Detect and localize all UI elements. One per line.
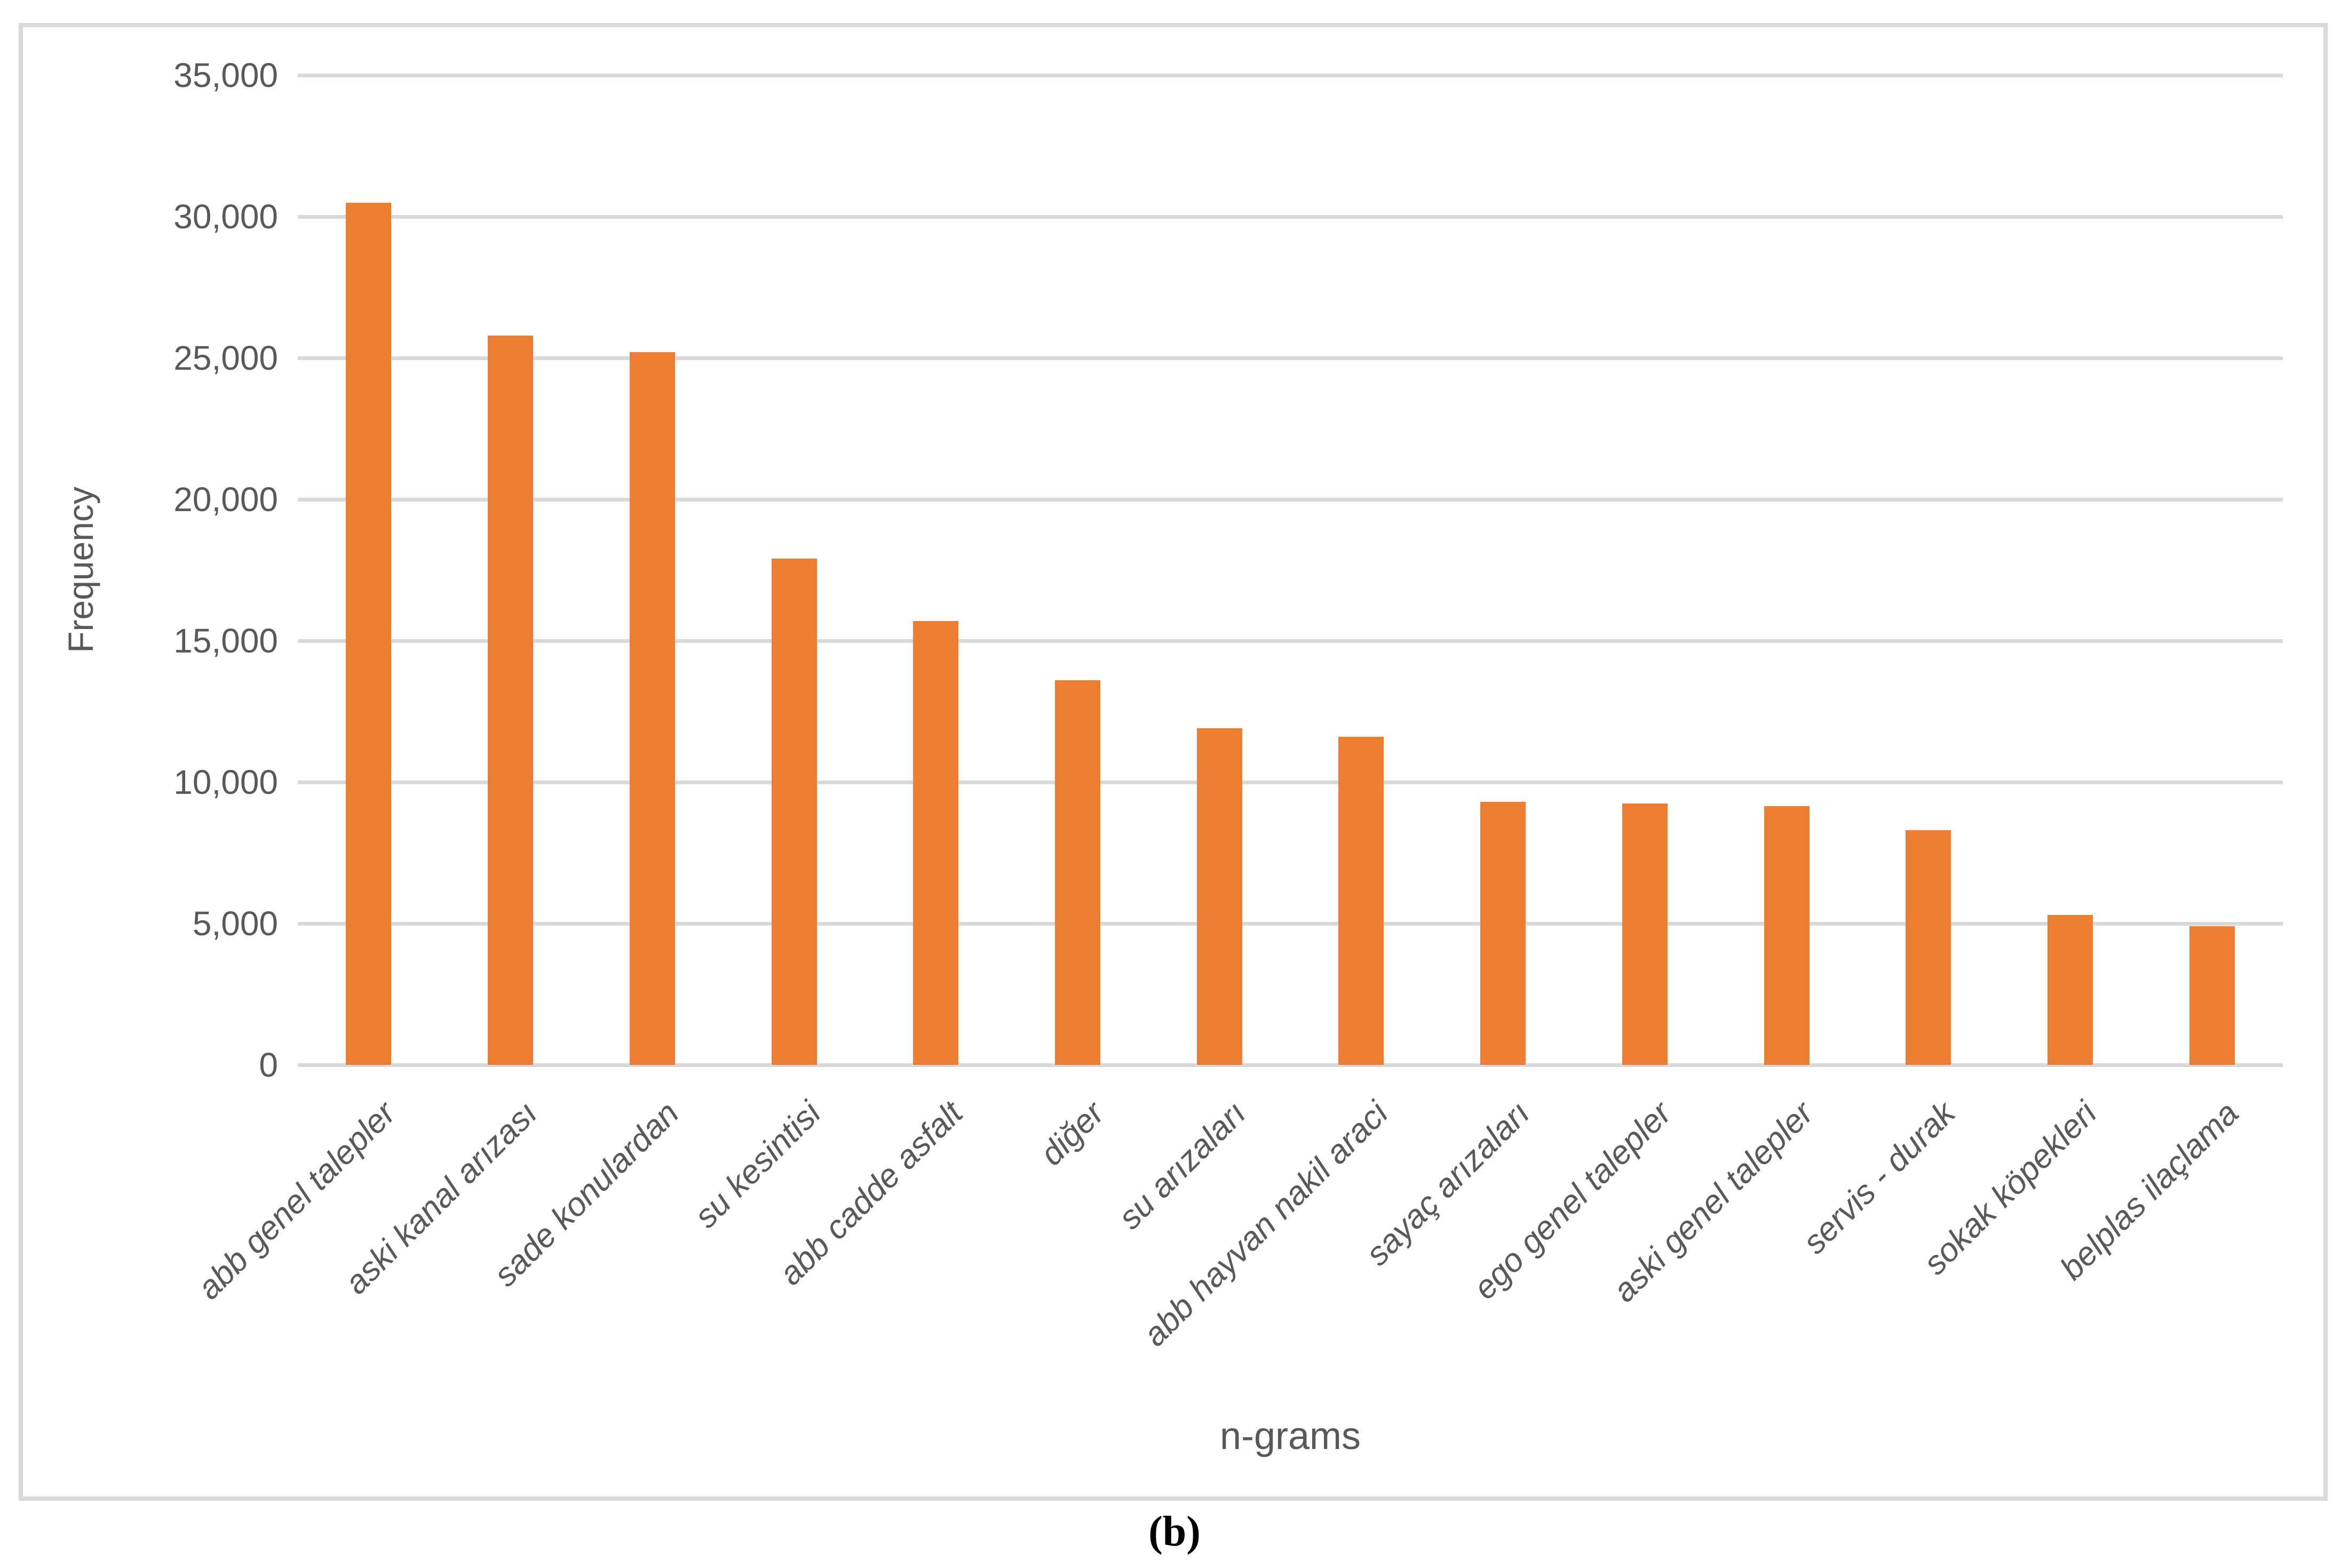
y-tick-label-15000: 15,000 — [173, 622, 278, 660]
bar-sade-konulardan — [629, 352, 675, 1065]
bar-abb-cadde-asfalt — [913, 620, 959, 1065]
gridline-35000 — [298, 74, 2283, 77]
x-label-diğer: diğer — [1033, 1094, 1112, 1173]
plot-area — [298, 74, 2283, 1067]
bar-abb-hayvan-nakil-araci — [1338, 737, 1384, 1065]
gridline-20000 — [298, 498, 2283, 502]
bar-diğer — [1054, 680, 1100, 1065]
y-tick-label-25000: 25,000 — [173, 339, 278, 377]
bar-abb-genel-talepler — [346, 202, 392, 1065]
bar-aski-genel-talepler — [1764, 806, 1810, 1065]
y-tick-label-20000: 20,000 — [173, 480, 278, 519]
x-axis-title: n-grams — [1219, 1415, 1361, 1458]
bar-sayaç-arızaları — [1480, 802, 1526, 1065]
bar-su-kesintisi — [771, 559, 817, 1065]
y-tick-label-30000: 30,000 — [173, 197, 278, 236]
bar-su-arızaları — [1196, 728, 1242, 1065]
gridline-15000 — [298, 639, 2283, 643]
x-label-su-kesintisi: su kesintisi — [687, 1094, 828, 1235]
bar-aski-kanal-arızası — [488, 335, 534, 1065]
bar-belplas-ilaçlama — [2189, 926, 2235, 1065]
y-tick-label-10000: 10,000 — [173, 763, 278, 801]
gridline-5000 — [298, 922, 2283, 926]
bar-ego-genel-talepler — [1622, 803, 1668, 1065]
gridline-30000 — [298, 215, 2283, 219]
bar-servis---durak — [1906, 830, 1951, 1065]
bar-sokak-köpekleri — [2047, 915, 2093, 1065]
x-label-su-arızaları: su arızaları — [1111, 1094, 1253, 1237]
gridline-25000 — [298, 356, 2283, 360]
gridline-0 — [298, 1063, 2283, 1067]
y-tick-label-5000: 5,000 — [192, 904, 278, 943]
x-label-abb-hayvan-nakil-araci: abb hayvan nakil araci — [1136, 1094, 1395, 1354]
y-tick-label-0: 0 — [259, 1046, 278, 1084]
chart-frame: 0 5,000 10,000 15,000 20,000 25,000 30,000 35,0… — [19, 23, 2328, 1501]
gridline-10000 — [298, 781, 2283, 784]
y-axis-title: Frequency — [61, 487, 100, 653]
y-tick-label-35000: 35,000 — [173, 56, 278, 94]
figure-caption: (b) — [1148, 1508, 1201, 1555]
